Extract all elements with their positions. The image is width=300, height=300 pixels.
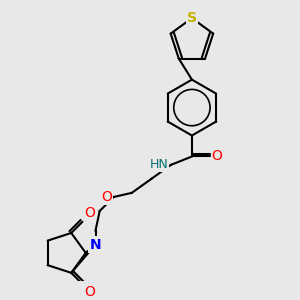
- Text: S: S: [187, 11, 197, 25]
- Text: O: O: [84, 206, 95, 220]
- Text: O: O: [84, 285, 95, 299]
- Text: N: N: [90, 238, 101, 251]
- Text: O: O: [101, 190, 112, 204]
- Text: O: O: [212, 149, 222, 164]
- Text: HN: HN: [149, 158, 168, 171]
